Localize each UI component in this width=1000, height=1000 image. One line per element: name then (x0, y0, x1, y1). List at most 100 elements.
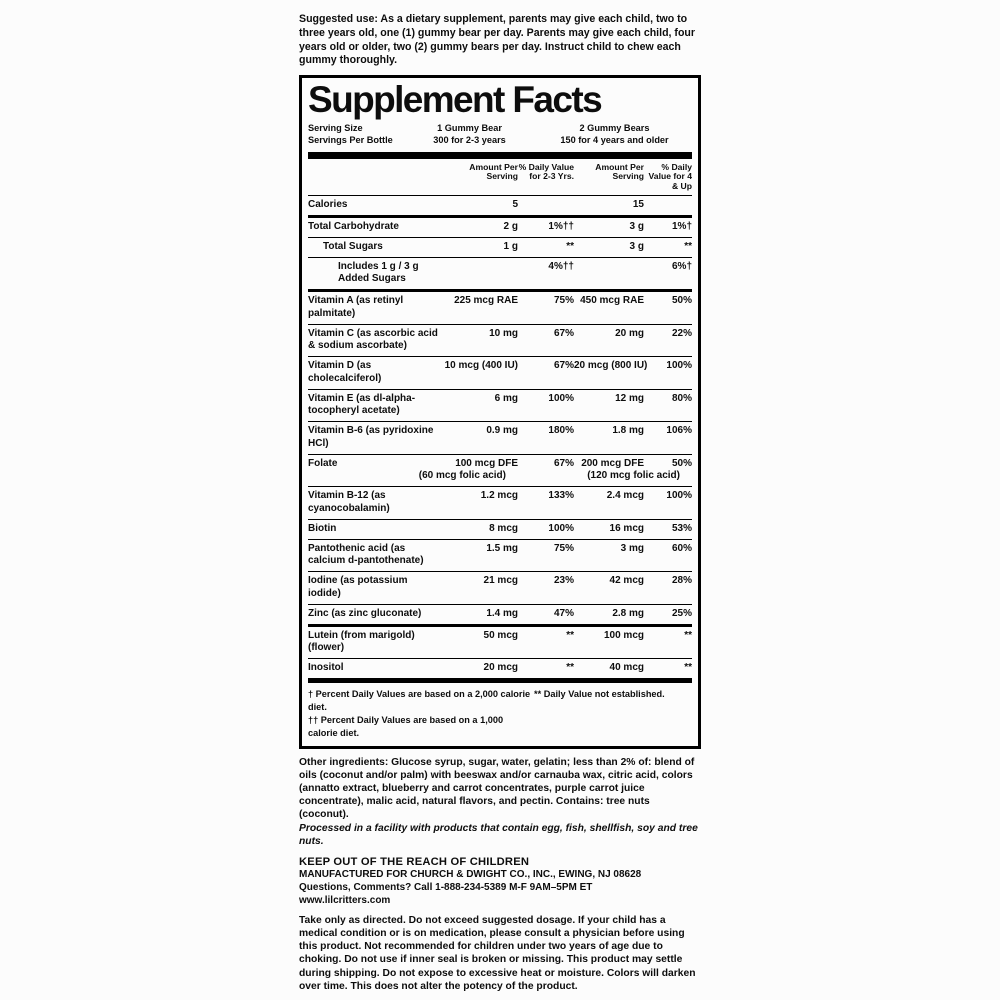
nutrient-name: Vitamin A (as retinyl palmitate) (308, 295, 404, 319)
amount-2-3: 50 mcg (483, 629, 518, 641)
daily-value-4up: 50% (671, 457, 692, 469)
amount-4up: 3 g (629, 240, 644, 252)
servings-per-bottle-label: Servings Per Bottle (308, 134, 393, 145)
amount-4up: 16 mcg (609, 522, 644, 534)
daily-value-2-3: ** (566, 240, 574, 252)
nutrient-row: Calories 5 15 (308, 196, 692, 218)
daily-value-2-3: 100% (548, 522, 574, 534)
nutrient-name: Calories (308, 198, 348, 210)
daily-value-2-3: 23% (553, 575, 574, 587)
daily-value-2-3: 75% (553, 295, 574, 307)
amount-4up: 12 mg (615, 392, 644, 404)
nutrient-row: Inositol 20 mcg ** 40 mcg ** (308, 659, 692, 684)
nutrient-name: Total Sugars (323, 240, 383, 252)
nutrient-row: Pantothenic acid (as calcium d-pantothen… (308, 540, 692, 573)
footnote-dagger: † Percent Daily Values are based on a 2,… (308, 689, 531, 713)
footnote-not-established: ** Daily Value not established. (534, 689, 665, 700)
nutrient-row: Iodine (as potassium iodide) 21 mcg 23% 42 … (308, 572, 692, 605)
daily-value-2-3: ** (566, 662, 574, 674)
amount-2-3: 20 mcg (483, 662, 518, 674)
nutrient-row-line: Calories 5 15 (308, 199, 692, 212)
serving-size-label: Serving Size (308, 122, 363, 133)
amount-4up: 40 mcg (609, 662, 644, 674)
nutrient-row-line: Folate 100 mcg DFE 67% 200 mcg DFE 50% (308, 458, 692, 471)
daily-value-4up: 80% (671, 392, 692, 404)
footnote-double-dagger: †† Percent Daily Values are based on a 1… (308, 714, 504, 738)
processed-facility-note: Processed in a facility with products th… (299, 822, 698, 847)
nutrient-row: Total Sugars 1 g ** 3 g ** (308, 238, 692, 258)
nutrient-name: Pantothenic acid (as calcium d-pantothen… (308, 542, 424, 567)
amount-2-3: 100 mcg DFE (455, 457, 518, 469)
daily-value-4up: 50% (671, 295, 692, 307)
amount-2-3: 2 g (503, 220, 518, 232)
manufacturer-line: MANUFACTURED FOR CHURCH & DWIGHT CO., IN… (299, 868, 642, 880)
serving-column-4up: 2 Gummy Bears 150 for 4 years and older (537, 123, 692, 147)
supplement-facts-title: Supplement Facts (308, 79, 603, 121)
amount-4up: 2.4 mcg (606, 490, 644, 502)
nutrient-row-line: Vitamin B-12 (as cyanocobalamin) 1.2 mcg 1… (308, 490, 692, 515)
amount-4up: 200 mcg DFE (581, 457, 644, 469)
header-amount-2-3: Amount Per Serving (469, 161, 518, 182)
keep-out-warning: KEEP OUT OF THE REACH OF CHILDREN (299, 855, 530, 868)
nutrient-row-line: Vitamin A (as retinyl palmitate) 225 mcg … (308, 295, 692, 320)
nutrient-name: Vitamin E (as dl-alpha-tocopheryl acetat… (308, 392, 416, 417)
sub-amount-2-3: (60 mcg folic acid) (418, 470, 506, 482)
nutrient-row: Zinc (as zinc gluconate) 1.4 mg 47% 2.8 mg 2… (308, 605, 692, 627)
nutrient-row-line: Vitamin C (as ascorbic acid & sodium asc… (308, 328, 692, 353)
nutrient-name: Includes 1 g / 3 g Added Sugars (338, 260, 419, 285)
nutrient-row-line: Vitamin D (as cholecalciferol) 10 mcg (40… (308, 360, 692, 385)
daily-value-2-3: 180% (548, 425, 574, 437)
nutrient-rows: Calories 5 15 Total Carbohydrate 2 g 1%†† 3 g 1… (308, 196, 692, 684)
nutrient-row: Folate 100 mcg DFE 67% 200 mcg DFE 50% (60 mc… (308, 455, 692, 488)
daily-value-2-3: 67% (553, 457, 574, 469)
amount-4up: 450 mcg RAE (580, 295, 644, 307)
amount-2-3: 0.9 mg (486, 425, 518, 437)
daily-value-4up: 100% (666, 360, 692, 372)
daily-value-2-3: 67% (553, 327, 574, 339)
nutrient-name: Zinc (as zinc gluconate) (308, 607, 422, 619)
header-dv-2-3: % Daily Value for 2-3 Yrs. (518, 161, 574, 182)
nutrient-row-line: Total Carbohydrate 2 g 1%†† 3 g 1%† (308, 221, 692, 234)
label-column: Suggested use: As a dietary supplement, … (299, 13, 701, 1000)
amount-2-3: 6 mg (494, 392, 518, 404)
other-ingredients-text: Other ingredients: Glucose syrup, sugar,… (299, 756, 695, 821)
amount-4up: 15 (632, 198, 644, 210)
amount-4up: 100 mcg (603, 629, 644, 641)
header-amount-4up: Amount Per Serving (595, 161, 644, 182)
sub-amount-4up: (120 mcg folic acid) (587, 470, 680, 482)
daily-value-4up: 22% (671, 327, 692, 339)
amount-4up: 20 mg (615, 327, 644, 339)
nutrient-row: Includes 1 g / 3 g Added Sugars 4%†† 6%† (308, 258, 692, 293)
serving-col2-amount: 2 Gummy Bears (579, 122, 650, 133)
amount-2-3: 10 mcg (400 IU) (444, 360, 518, 372)
serving-col2-count: 150 for 4 years and older (560, 134, 669, 145)
daily-value-2-3: 4%†† (548, 260, 574, 272)
nutrient-row-line: Lutein (from marigold) (flower) 50 mcg ** 1… (308, 630, 692, 655)
amount-2-3: 8 mcg (489, 522, 518, 534)
daily-value-2-3: 75% (553, 542, 574, 554)
nutrient-row-subline: (60 mcg folic acid) (120 mcg folic acid) (308, 470, 692, 483)
nutrient-name: Folate (308, 457, 338, 469)
daily-value-4up: 25% (671, 607, 692, 619)
nutrient-row-line: Iodine (as potassium iodide) 21 mcg 23% 42 … (308, 575, 692, 600)
nutrient-row-line: Biotin 8 mcg 100% 16 mcg 53% (308, 523, 692, 536)
facts-footnotes: † Percent Daily Values are based on a 2,… (308, 683, 692, 740)
suggested-use-text: Suggested use: As a dietary supplement, … (299, 13, 696, 67)
amount-2-3: 1 g (503, 240, 518, 252)
nutrient-row: Vitamin B-6 (as pyridoxine HCl) 0.9 mg 180… (308, 422, 692, 455)
amount-2-3: 5 (512, 198, 518, 210)
nutrient-name: Vitamin B-6 (as pyridoxine HCl) (308, 425, 434, 449)
daily-value-4up: 6%† (671, 260, 692, 272)
daily-value-4up: ** (684, 240, 692, 252)
website-link: www.lilcritters.com (299, 894, 391, 906)
amount-2-3: 21 mcg (483, 575, 518, 587)
amount-2-3: 1.2 mcg (480, 490, 518, 502)
nutrient-name: Vitamin D (as cholecalciferol) (308, 360, 382, 384)
daily-value-2-3: ** (566, 629, 574, 641)
amount-4up: 3 g (629, 220, 644, 232)
nutrient-row-line: Vitamin B-6 (as pyridoxine HCl) 0.9 mg 180… (308, 425, 692, 450)
spacer-cell (308, 163, 438, 192)
nutrient-row: Vitamin E (as dl-alpha-tocopheryl acetat… (308, 390, 692, 423)
nutrient-row: Vitamin D (as cholecalciferol) 10 mcg (40… (308, 357, 692, 390)
